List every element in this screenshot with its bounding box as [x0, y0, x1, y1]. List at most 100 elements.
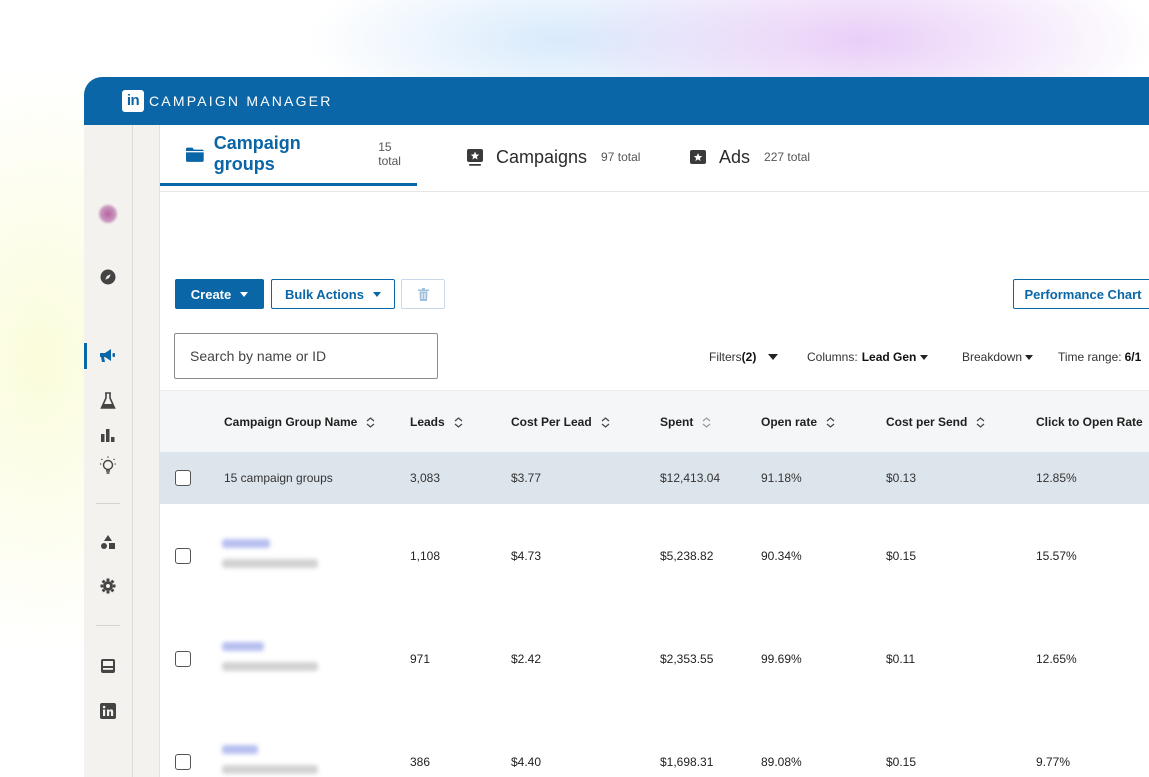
column-header-click-to-open-rate[interactable]: Click to Open Rate [1036, 415, 1143, 429]
row-leads: 1,108 [410, 549, 441, 563]
sidebar-item-assets[interactable] [84, 528, 132, 556]
chevron-down-icon [240, 291, 249, 297]
sidebar-item-insights[interactable] [84, 451, 132, 479]
bulk-actions-button[interactable]: Bulk Actions [271, 279, 395, 309]
row-leads: 971 [410, 652, 431, 666]
summary-leads: 3,083 [410, 471, 441, 485]
tab-count: 15 total [378, 140, 401, 168]
column-header-spent[interactable]: Spent [660, 415, 711, 429]
filters-count: (2) [741, 350, 757, 364]
chevron-down-icon [1025, 354, 1034, 360]
trash-icon [417, 287, 429, 301]
sort-icon [826, 416, 835, 428]
campaign-group-id [222, 662, 318, 671]
row-checkbox[interactable] [175, 548, 191, 564]
page-card-icon [101, 659, 115, 673]
columns-dropdown[interactable]: Columns: Lead Gen [807, 348, 929, 366]
search-input[interactable] [174, 333, 438, 379]
tab-count: 97 total [601, 150, 641, 164]
select-all-checkbox[interactable] [175, 470, 191, 486]
sort-icon [454, 416, 463, 428]
filters-dropdown[interactable]: Filters (2) [709, 348, 779, 366]
row-open-rate: 90.34% [761, 549, 802, 563]
tab-count: 227 total [764, 150, 811, 164]
column-label: Cost Per Lead [511, 415, 592, 429]
row-spent: $5,238.82 [660, 549, 714, 563]
sidebar-item-linkedin[interactable] [84, 697, 132, 725]
main-content: Campaign groups 15 total Campaigns 97 to… [159, 125, 1149, 777]
sidebar-item-analyze[interactable] [84, 421, 132, 449]
sidebar-item-pages[interactable] [84, 652, 132, 680]
table-row[interactable]: 1,108 $4.73 $5,238.82 90.34% $0.15 15.57… [160, 504, 1149, 608]
column-label: Spent [660, 415, 694, 429]
delete-button[interactable] [401, 279, 445, 309]
create-button[interactable]: Create [175, 279, 264, 309]
tab-label: Campaign groups [213, 133, 301, 174]
row-click-to-open-rate: 12.65% [1036, 652, 1077, 666]
breakdown-dropdown[interactable]: Breakdown [962, 348, 1034, 366]
row-open-rate: 99.69% [761, 652, 802, 666]
sidebar-divider [96, 625, 120, 626]
sidebar-item-campaigns[interactable] [84, 342, 132, 370]
app-title: CAMPAIGN MANAGER [149, 93, 333, 109]
table-row[interactable]: 971 $2.42 $2,353.55 99.69% $0.11 12.65% [160, 607, 1149, 711]
shapes-icon [101, 535, 115, 549]
summary-spent: $12,413.04 [660, 471, 721, 485]
sort-icon [702, 416, 711, 428]
campaign-group-name-link[interactable] [222, 642, 264, 651]
account-avatar[interactable] [84, 200, 132, 228]
column-header-open-rate[interactable]: Open rate [761, 415, 835, 429]
summary-name: 15 campaign groups [224, 471, 333, 485]
sidebar-item-discover[interactable] [84, 263, 132, 291]
gear-icon [100, 578, 116, 594]
row-spent: $2,353.55 [660, 652, 714, 666]
columns-value: Lead Gen [861, 350, 917, 364]
ad-star-icon [690, 150, 706, 164]
performance-chart-button[interactable]: Performance Chart [1013, 279, 1149, 309]
tab-ads[interactable]: Ads 227 total [690, 125, 810, 189]
column-label: Leads [410, 415, 445, 429]
column-header-leads[interactable]: Leads [410, 415, 463, 429]
time-range-label: Time range: [1058, 350, 1122, 364]
sidebar [84, 125, 133, 777]
avatar [99, 205, 117, 223]
table-row[interactable]: 386 $4.40 $1,698.31 89.08% $0.15 9.77% [160, 710, 1149, 777]
row-cost-per-lead: $4.40 [511, 755, 542, 769]
app-window: in CAMPAIGN MANAGER [84, 77, 1149, 777]
table-header: Campaign Group Name Leads Cost Per Lead … [160, 390, 1149, 453]
linkedin-logo[interactable]: in [122, 90, 144, 112]
column-label: Campaign Group Name [224, 415, 358, 429]
chevron-down-icon [768, 354, 779, 360]
column-label: Cost per Send [886, 415, 968, 429]
bar-chart-icon [101, 429, 115, 442]
column-header-name[interactable]: Campaign Group Name [224, 415, 375, 429]
time-range-dropdown[interactable]: Time range: 6/1 [1058, 348, 1141, 366]
row-checkbox[interactable] [175, 754, 191, 770]
columns-label: Columns: [807, 350, 858, 364]
compass-icon [100, 269, 116, 285]
bulk-actions-label: Bulk Actions [285, 286, 364, 302]
flask-icon [100, 392, 116, 409]
row-click-to-open-rate: 9.77% [1036, 755, 1071, 769]
summary-cost-per-send: $0.13 [886, 471, 917, 485]
tab-campaign-groups[interactable]: Campaign groups 15 total [160, 125, 417, 186]
row-click-to-open-rate: 15.57% [1036, 549, 1077, 563]
campaign-group-name-link[interactable] [222, 539, 270, 548]
tab-label: Ads [719, 146, 751, 167]
filters-label: Filters [709, 350, 742, 364]
campaign-group-name-link[interactable] [222, 745, 258, 754]
top-bar: in CAMPAIGN MANAGER [84, 77, 1149, 125]
folder-icon [186, 147, 204, 162]
summary-cost-per-lead: $3.77 [511, 471, 542, 485]
column-header-cost-per-lead[interactable]: Cost Per Lead [511, 415, 610, 429]
sidebar-item-settings[interactable] [84, 572, 132, 600]
sidebar-item-tests[interactable] [84, 387, 132, 415]
row-cost-per-send: $0.15 [886, 755, 917, 769]
column-label: Click to Open Rate [1036, 415, 1143, 429]
row-cost-per-lead: $2.42 [511, 652, 542, 666]
row-checkbox[interactable] [175, 651, 191, 667]
column-header-cost-per-send[interactable]: Cost per Send [886, 415, 985, 429]
campaign-icon [467, 148, 483, 166]
tab-campaigns[interactable]: Campaigns 97 total [467, 125, 640, 189]
chevron-down-icon [372, 291, 381, 297]
